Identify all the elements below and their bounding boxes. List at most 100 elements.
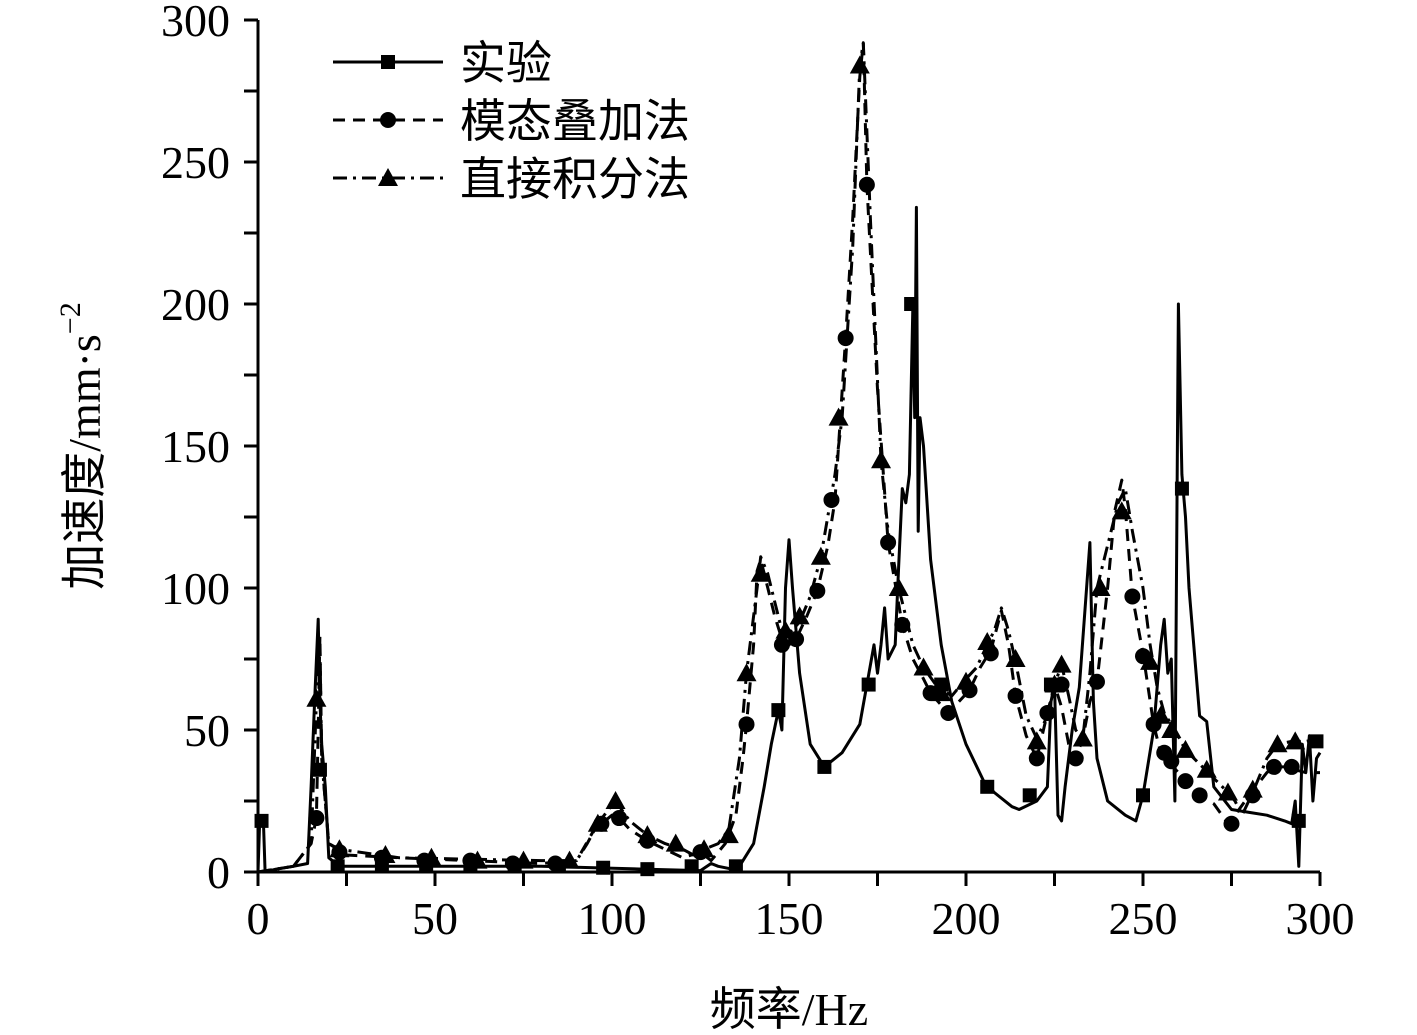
data-point-circle: [1191, 787, 1208, 804]
data-point-triangle: [329, 839, 350, 858]
x-tick-label: 150: [755, 893, 824, 944]
data-point-circle: [1177, 773, 1194, 790]
data-point-triangle: [605, 791, 626, 809]
y-axis-title-main: 加速度/mm·s: [59, 334, 110, 590]
legend-label: 直接积分法: [460, 154, 690, 205]
data-point-triangle: [1161, 720, 1182, 738]
data-point-circle: [1163, 753, 1180, 770]
data-point-triangle: [1072, 728, 1093, 747]
data-point-square: [861, 677, 876, 692]
legend-marker-circle: [380, 112, 396, 128]
data-point-circle: [1088, 673, 1105, 690]
data-point-square: [640, 862, 655, 877]
data-point-triangle: [513, 850, 534, 869]
y-tick-label: 100: [161, 563, 230, 614]
data-point-triangle: [1090, 578, 1111, 596]
data-point-triangle: [637, 825, 658, 844]
axes: [256, 20, 1320, 874]
x-tick-label: 100: [578, 893, 647, 944]
data-point-triangle: [559, 850, 580, 869]
data-point-circle: [1223, 815, 1240, 832]
legend-label: 模态叠加法: [460, 96, 690, 147]
data-point-triangle: [810, 546, 831, 565]
x-tick-label: 0: [247, 893, 270, 944]
y-tick-label: 0: [207, 847, 230, 898]
data-point-circle: [1283, 758, 1300, 775]
data-point-triangle: [665, 833, 686, 852]
data-point-square: [1291, 813, 1306, 828]
data-point-circle: [1265, 758, 1282, 775]
data-point-triangle: [1150, 705, 1171, 724]
series-circle: [257, 41, 1320, 874]
series-layer: [254, 41, 1324, 877]
data-point-square: [728, 859, 743, 874]
data-point-square: [817, 759, 832, 774]
data-point-square: [904, 297, 919, 311]
data-point-triangle: [1175, 739, 1196, 758]
data-point-triangle: [931, 683, 952, 702]
data-point-triangle: [1242, 779, 1263, 798]
legend-item: 实验: [333, 38, 552, 89]
data-point-circle: [547, 855, 564, 872]
data-point-triangle: [977, 631, 998, 650]
data-point-square: [330, 859, 345, 874]
data-point-triangle: [467, 850, 488, 869]
legend-marker-triangle: [378, 168, 398, 186]
data-point-triangle: [421, 847, 442, 866]
data-point-triangle: [1005, 649, 1026, 667]
data-point-circle: [1028, 750, 1045, 767]
data-point-triangle: [849, 55, 870, 74]
series-line: [256, 205, 1322, 874]
data-point-square: [1022, 788, 1037, 803]
data-point-triangle: [1051, 654, 1072, 673]
y-tick-label: 250: [161, 137, 230, 188]
series-triangle: [257, 41, 1321, 874]
data-point-square: [980, 779, 995, 794]
data-point-triangle: [775, 620, 796, 639]
data-point-triangle: [306, 688, 327, 707]
data-point-circle: [773, 636, 790, 653]
data-point-circle: [837, 330, 854, 347]
data-point-square: [1136, 788, 1150, 803]
data-point-square: [1174, 481, 1189, 496]
data-point-triangle: [1044, 674, 1065, 693]
data-point-triangle: [694, 839, 715, 858]
data-point-circle: [1124, 588, 1141, 605]
y-tick-label: 150: [161, 421, 230, 472]
data-point-circle: [1007, 687, 1024, 704]
data-point-triangle: [913, 657, 934, 676]
data-point-triangle: [1285, 731, 1306, 750]
y-tick-label: 300: [161, 0, 230, 46]
legend-label: 实验: [460, 38, 552, 89]
x-tick-label: 50: [412, 893, 458, 944]
y-tick-label: 50: [184, 705, 230, 756]
data-point-circle: [611, 810, 628, 827]
x-axis-title: 频率/Hz: [710, 984, 868, 1035]
data-point-square: [771, 703, 786, 718]
ticks: 0 50 100 150 200 250 300 0 50 100 150 200 250 300: [161, 0, 1355, 944]
series-square: [254, 205, 1324, 877]
y-tick-label: 200: [161, 279, 230, 330]
data-point-triangle: [1196, 759, 1217, 778]
data-point-triangle: [1026, 731, 1047, 750]
x-tick-label: 300: [1286, 893, 1355, 944]
data-point-triangle: [789, 606, 810, 625]
data-point-square: [684, 859, 699, 874]
legend-marker-square: [381, 55, 395, 69]
data-point-triangle: [375, 844, 396, 863]
data-point-triangle: [828, 407, 849, 426]
data-point-triangle: [736, 663, 757, 682]
data-point-triangle: [956, 671, 976, 690]
data-point-circle: [858, 176, 875, 193]
data-point-square: [1309, 734, 1324, 749]
data-point-triangle: [1217, 782, 1238, 801]
y-axis-title-exponent: −2: [54, 302, 87, 334]
data-point-circle: [1067, 750, 1084, 767]
x-tick-label: 200: [932, 893, 1001, 944]
data-point-triangle: [888, 578, 909, 596]
data-point-triangle: [718, 825, 739, 844]
data-point-triangle: [1267, 734, 1288, 753]
data-point-triangle: [1111, 501, 1132, 520]
